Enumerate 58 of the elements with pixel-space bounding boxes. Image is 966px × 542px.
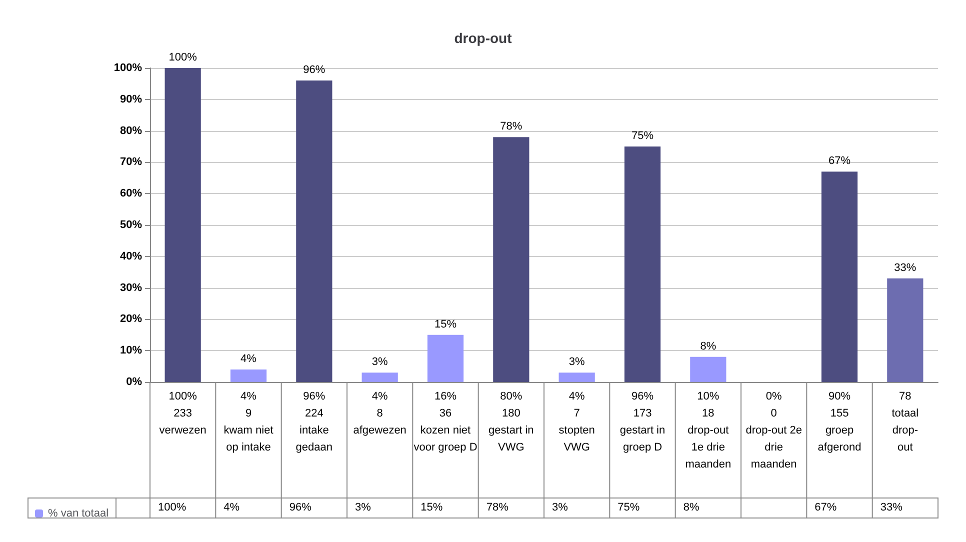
data-label: 15% bbox=[420, 502, 443, 514]
bar bbox=[558, 372, 595, 382]
y-tick-label: 80% bbox=[120, 124, 142, 137]
x-tick-label: 10% 18 drop-out 1e drie maanden bbox=[685, 390, 732, 470]
data-label: 3% bbox=[552, 502, 568, 514]
y-tick-label: 100% bbox=[114, 62, 142, 74]
x-tick-label: 4% 7 stopten VWG bbox=[558, 390, 595, 454]
text: 4% bbox=[240, 352, 256, 365]
x-tick-label: 100% 233 verwezen bbox=[159, 390, 206, 436]
bar bbox=[887, 278, 924, 382]
text: 100% bbox=[168, 52, 197, 64]
bar bbox=[427, 334, 464, 382]
text: 96% bbox=[303, 64, 326, 76]
x-tick-label: 90% 155 groep afgerond bbox=[818, 390, 862, 454]
bar bbox=[493, 137, 530, 382]
text: 75% bbox=[631, 130, 654, 142]
bar bbox=[362, 372, 398, 382]
bar bbox=[690, 356, 726, 382]
bar bbox=[821, 172, 858, 382]
text: 3% bbox=[372, 356, 388, 368]
y-tick-label: 10% bbox=[120, 344, 142, 357]
data-label: 33% bbox=[880, 502, 903, 514]
text: 78% bbox=[500, 120, 522, 133]
x-tick-label: 0% 0 drop-out 2e drie maanden bbox=[746, 390, 802, 470]
data-label: 8% bbox=[683, 502, 700, 514]
data-label: 78% bbox=[486, 502, 509, 514]
data-label: 100% bbox=[158, 502, 186, 514]
x-tick-label: 16% 36 kozen niet voor groep D bbox=[414, 390, 478, 454]
y-tick-label: 90% bbox=[120, 93, 142, 106]
bar bbox=[164, 68, 201, 382]
text: 33% bbox=[894, 262, 916, 274]
text: 67% bbox=[828, 155, 851, 168]
x-tick-label: 78 totaal drop- out bbox=[892, 390, 919, 454]
chart-title: drop-out bbox=[454, 30, 512, 46]
y-tick-label: 40% bbox=[120, 250, 142, 262]
x-tick-label: 96% 224 intake gedaan bbox=[296, 390, 333, 454]
text: 8% bbox=[700, 340, 716, 352]
data-label: 96% bbox=[289, 502, 312, 514]
data-label: 67% bbox=[814, 502, 837, 514]
x-tick-label: 96% 173 gestart in groep D bbox=[620, 390, 666, 454]
text: 15% bbox=[434, 318, 457, 330]
bar bbox=[624, 146, 661, 382]
data-label: 4% bbox=[224, 502, 240, 514]
x-tick-label: 4% 8 afgewezen bbox=[353, 390, 406, 436]
y-tick-label: 0% bbox=[126, 376, 142, 388]
x-tick-label: 4% 9 kwam niet op intake bbox=[224, 390, 274, 454]
bar bbox=[230, 369, 267, 382]
y-tick-label: 50% bbox=[120, 219, 142, 231]
y-tick-label: 20% bbox=[120, 313, 142, 326]
data-label: 3% bbox=[355, 502, 372, 514]
legend-label: % van totaal bbox=[48, 508, 109, 520]
text: 3% bbox=[568, 356, 585, 368]
data-label: 75% bbox=[618, 502, 640, 514]
y-tick-label: 30% bbox=[120, 282, 142, 294]
y-tick-label: 60% bbox=[120, 188, 142, 200]
x-tick-label: 80% 180 gestart in VWG bbox=[488, 390, 534, 454]
bar bbox=[296, 80, 332, 382]
y-tick-label: 70% bbox=[120, 156, 142, 168]
